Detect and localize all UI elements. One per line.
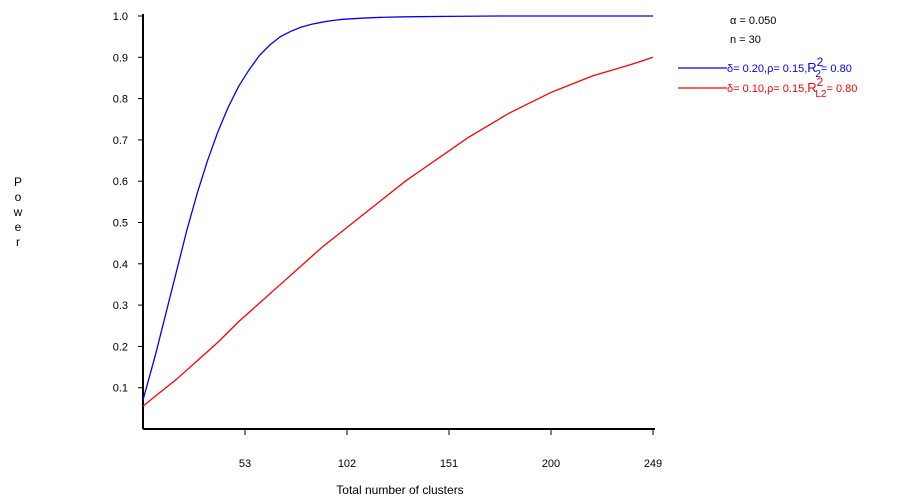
y-tick-label: 0.2: [113, 341, 128, 353]
y-tick-label: 0.5: [113, 218, 128, 230]
legend-entry-2: δ= 0.10,ρ= 0.15,R2 L2= 0.80: [727, 75, 857, 100]
series-line-2: [142, 56, 654, 407]
y-ticks: 0.1 0.2 0.3 0.4 0.5 0.6 0.7 0.8 0.9 1.0: [113, 11, 143, 395]
series-lines: [142, 15, 654, 407]
x-axis-title: Total number of clusters: [336, 483, 463, 497]
y-tick-label: 0.7: [113, 135, 128, 147]
y-tick-label: 0.8: [113, 94, 128, 106]
x-tick-label: 249: [644, 458, 662, 470]
series-line-1: [142, 15, 653, 401]
legend: δ= 0.20,ρ= 0.15,R2 2= 0.80δ= 0.10,ρ= 0.15…: [678, 55, 857, 100]
y-axis-title-letter: w: [13, 205, 23, 219]
y-axis-title-letter: P: [14, 175, 22, 189]
n-annotation: n = 30: [730, 34, 761, 46]
y-tick-label: 0.1: [113, 383, 128, 395]
x-ticks: 53 102 151 200 249: [239, 429, 662, 470]
y-axis-title-letter: o: [15, 190, 22, 204]
x-tick-label: 53: [239, 458, 251, 470]
y-axis-title-letter: r: [16, 235, 20, 249]
y-tick-label: 0.4: [113, 259, 128, 271]
y-tick-label: 0.3: [113, 300, 128, 312]
y-tick-label: 1.0: [113, 11, 128, 23]
y-tick-label: 0.6: [113, 176, 128, 188]
legend-entry-1: δ= 0.20,ρ= 0.15,R2 2= 0.80: [727, 55, 852, 80]
alpha-annotation: α = 0.050: [730, 15, 776, 27]
y-tick-label: 0.9: [113, 52, 128, 64]
x-tick-label: 151: [440, 458, 458, 470]
x-tick-label: 200: [542, 458, 560, 470]
y-axis-title-letter: e: [15, 220, 22, 234]
x-tick-label: 102: [338, 458, 356, 470]
